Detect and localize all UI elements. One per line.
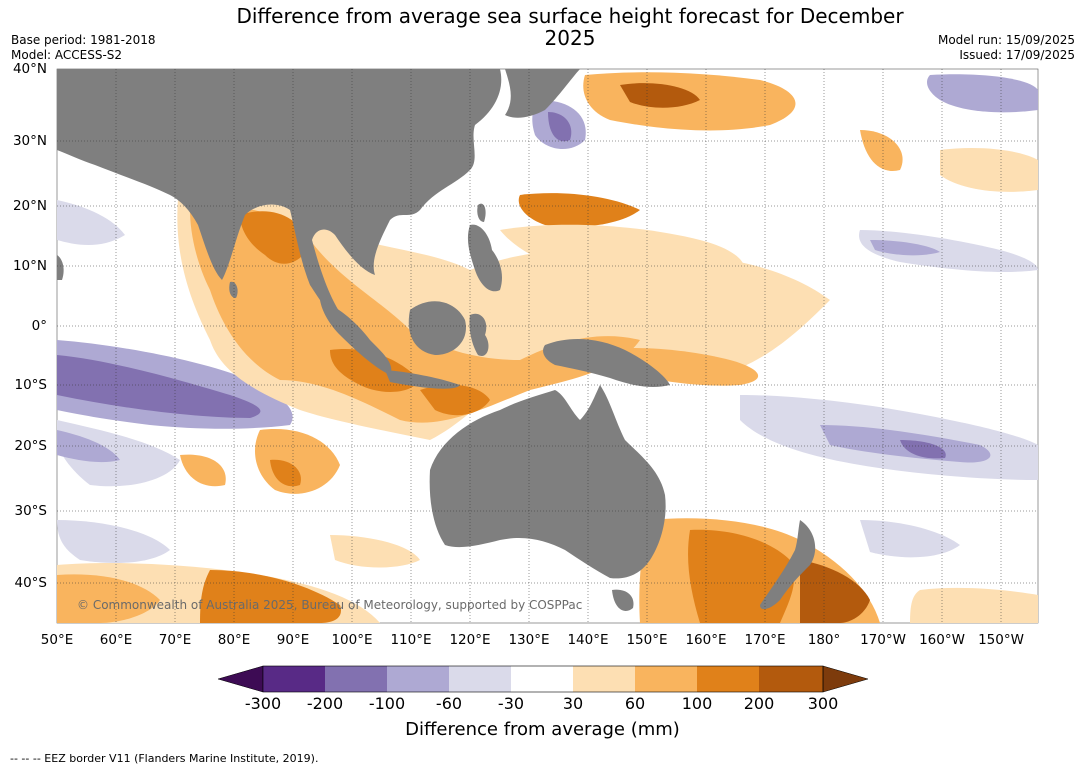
colorbar-segment <box>573 666 635 692</box>
lon-label: 140°E <box>567 632 609 648</box>
sumatra-landmass <box>320 300 392 375</box>
asia-landmass <box>57 69 502 321</box>
colorbar-segment <box>449 666 511 692</box>
base-period-text: Base period: 1981-2018 <box>11 33 156 47</box>
lat-label: 40°S <box>14 575 48 591</box>
lat-label: 40°N <box>12 61 47 77</box>
new-zealand-landmass <box>760 520 816 610</box>
colorbar-tick-label: 30 <box>562 694 584 713</box>
colorbar-tick-label: -30 <box>497 694 525 713</box>
colorbar-tick-label: -200 <box>306 694 344 713</box>
eez-footnote: -- -- -- EEZ border V11 (Flanders Marine… <box>10 752 319 765</box>
model-text: Model: ACCESS-S2 <box>11 48 123 62</box>
lon-label: 60°E <box>99 632 133 648</box>
colorbar-title: Difference from average (mm) <box>405 719 680 740</box>
lon-label: 130°E <box>508 632 550 648</box>
lon-label: 80°E <box>217 632 251 648</box>
colorbar-segment <box>759 666 823 692</box>
lon-label: 50°E <box>40 632 74 648</box>
lat-label: 20°S <box>14 438 48 454</box>
model-run-text: Model run: 15/09/2025 <box>937 33 1075 47</box>
colorbar-tick-label: 100 <box>681 694 713 713</box>
lon-label: 170°E <box>744 632 786 648</box>
lon-label: 180° <box>807 632 841 648</box>
lat-label: 20°N <box>12 198 47 214</box>
lon-label: 70°E <box>158 632 192 648</box>
colorbar-segment <box>511 666 573 692</box>
lon-label: 120°E <box>449 632 491 648</box>
colorbar-segment <box>635 666 697 692</box>
lat-label: 0° <box>31 318 47 334</box>
colorbar-min-extension <box>217 665 264 693</box>
colorbar-tick-label: -60 <box>435 694 463 713</box>
meta-info-left: Base period: 1981-2018 Model: ACCESS-S2 <box>11 33 156 63</box>
lon-label: 160°W <box>919 632 965 648</box>
borneo-landmass <box>408 301 466 355</box>
new-guinea-landmass <box>543 338 670 388</box>
map-title: Difference from average sea surface heig… <box>236 4 904 50</box>
lat-label: 10°S <box>14 377 48 393</box>
lon-label: 150°E <box>626 632 668 648</box>
colorbar-max-extension <box>822 665 869 693</box>
colorbar-tick-label: -300 <box>244 694 282 713</box>
lat-label: 30°N <box>12 133 47 149</box>
colorbar <box>217 665 869 693</box>
lat-label: 10°N <box>12 258 47 274</box>
philippines-landmass <box>467 224 503 292</box>
graticule <box>57 69 1038 623</box>
lat-label: 30°S <box>14 503 48 519</box>
lon-label: 150°W <box>978 632 1024 648</box>
colorbar-segment <box>697 666 759 692</box>
lon-label: 110°E <box>390 632 432 648</box>
land-masses <box>57 69 816 611</box>
colorbar-tick-label: 60 <box>624 694 646 713</box>
anomaly-fields <box>57 72 1038 623</box>
meta-info-right: Model run: 15/09/2025 Issued: 17/09/2025 <box>938 33 1075 63</box>
colorbar-segment <box>387 666 449 692</box>
colorbar-tick-label: -100 <box>368 694 406 713</box>
colorbar-tick-label: 200 <box>743 694 775 713</box>
colorbar-tick-label: 300 <box>807 694 839 713</box>
copyright-notice: © Commonwealth of Australia 2025, Bureau… <box>77 598 583 612</box>
lon-label: 160°E <box>685 632 727 648</box>
colorbar-segment <box>325 666 387 692</box>
lon-label: 90°E <box>276 632 310 648</box>
lon-label: 100°E <box>331 632 373 648</box>
issued-text: Issued: 17/09/2025 <box>959 48 1075 62</box>
lon-label: 170°W <box>860 632 906 648</box>
colorbar-segment <box>263 666 325 692</box>
japan-landmass <box>505 69 580 118</box>
australia-landmass <box>429 385 666 579</box>
